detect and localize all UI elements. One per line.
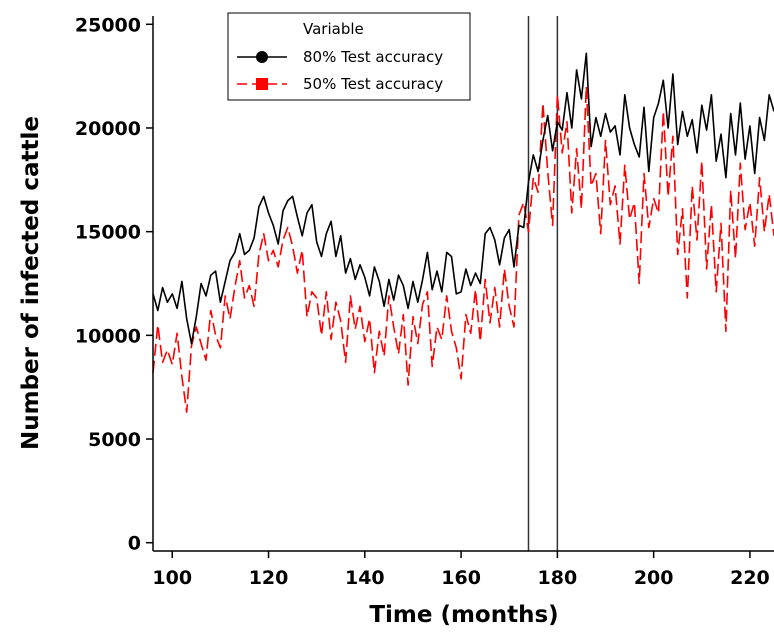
legend-title: Variable xyxy=(303,20,364,38)
legend-box xyxy=(227,12,471,101)
series-line-80-test-accuracy xyxy=(152,52,774,345)
x-tick-label-140: 140 xyxy=(345,567,385,589)
y-tick-label-5000: 5000 xyxy=(88,429,141,451)
series-line-50-test-accuracy xyxy=(152,85,774,413)
legend-marker-80 xyxy=(256,51,268,63)
x-tick-label-120: 120 xyxy=(249,567,289,589)
x-tick-label-200: 200 xyxy=(634,567,674,589)
x-axis-title: Time (months) xyxy=(369,602,558,628)
y-tick-label-10000: 10000 xyxy=(75,325,141,347)
x-tick-label-220: 220 xyxy=(730,567,770,589)
y-tick-label-20000: 20000 xyxy=(75,118,141,140)
y-axis-title: Number of infected cattle xyxy=(18,116,44,450)
axes: 0 5000 10000 15000 20000 25000 100 120 140 160 18… xyxy=(75,14,774,589)
y-ticks: 0 5000 10000 15000 20000 25000 xyxy=(75,14,153,555)
x-ticks: 100 120 140 160 180 200 220 xyxy=(152,551,770,589)
y-tick-label-0: 0 xyxy=(128,533,141,555)
legend-marker-50 xyxy=(256,78,268,90)
x-tick-label-100: 100 xyxy=(152,567,192,589)
legend-label-50: 50% Test accuracy xyxy=(303,75,443,93)
x-tick-label-180: 180 xyxy=(538,567,578,589)
series-layer xyxy=(152,52,774,413)
x-tick-label-160: 160 xyxy=(441,567,481,589)
legend: Variable 80% Test accuracy 50% Test accu… xyxy=(227,12,471,101)
y-tick-label-15000: 15000 xyxy=(75,222,141,244)
y-tick-label-25000: 25000 xyxy=(75,14,141,36)
legend-label-80: 80% Test accuracy xyxy=(303,48,443,66)
